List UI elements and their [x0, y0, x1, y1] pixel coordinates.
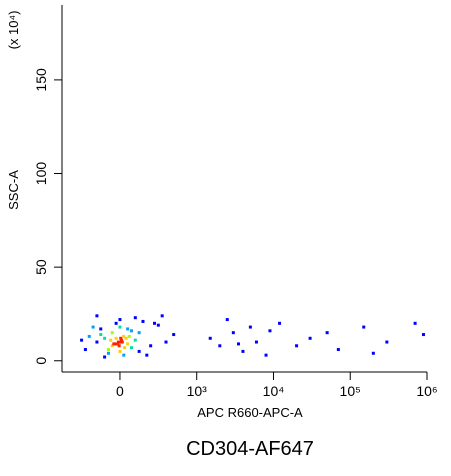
y-tick-label: 100 [33, 162, 49, 186]
event-point [129, 346, 133, 350]
event-point [160, 314, 164, 318]
event-point [119, 338, 123, 342]
y-axis-label: SSC-A [6, 170, 21, 210]
event-point [156, 323, 160, 327]
event-point [137, 349, 141, 353]
y-tick-label: 0 [33, 357, 49, 365]
event-point [103, 355, 107, 359]
y-tick-label: 150 [33, 68, 49, 92]
event-point [137, 331, 141, 335]
event-point [116, 340, 120, 344]
event-point [126, 327, 130, 331]
event-point [208, 336, 212, 340]
y-tick-label: 50 [33, 259, 49, 275]
event-point [124, 336, 128, 340]
event-point [113, 342, 117, 346]
event-point [236, 342, 240, 346]
event-point [371, 351, 375, 355]
event-point [118, 325, 122, 329]
event-point [231, 331, 235, 335]
event-point [152, 321, 156, 325]
event-point [123, 346, 127, 350]
event-point [127, 334, 131, 338]
event-point [95, 314, 99, 318]
event-point [164, 340, 168, 344]
event-point [109, 338, 113, 342]
event-point [133, 338, 137, 342]
event-point [278, 321, 282, 325]
event-point [145, 353, 149, 357]
event-point [268, 329, 272, 333]
event-point [103, 336, 107, 340]
event-point [114, 321, 118, 325]
event-point [119, 336, 123, 340]
event-point [172, 333, 176, 337]
event-point [421, 333, 425, 337]
event-point [106, 351, 110, 355]
event-point [106, 348, 110, 352]
x-tick-label: 10⁵ [340, 383, 361, 399]
event-point [99, 333, 103, 337]
event-point [122, 334, 126, 338]
event-point [141, 319, 145, 323]
x-tick-label: 0 [116, 383, 124, 399]
event-point [87, 334, 91, 338]
event-point [95, 340, 99, 344]
event-point [118, 340, 122, 344]
event-point [308, 336, 312, 340]
event-point [218, 344, 222, 348]
event-point [122, 353, 126, 357]
event-point [336, 348, 340, 352]
event-point [385, 340, 389, 344]
event-point [91, 325, 95, 329]
event-point [99, 327, 103, 331]
x-tick-label: 10⁴ [263, 383, 285, 399]
event-point [116, 342, 120, 346]
event-point [413, 321, 417, 325]
event-point [118, 318, 122, 322]
event-point [117, 344, 121, 348]
event-point [325, 331, 329, 335]
event-point [110, 331, 114, 335]
chart-title: CD304-AF647 [186, 438, 314, 460]
event-point [248, 325, 252, 329]
event-point [118, 349, 122, 353]
x-tick-label: 10⁶ [416, 383, 437, 399]
event-point [225, 318, 229, 322]
event-point [80, 338, 84, 342]
x-axis-label: APC R660-APC-A [197, 405, 303, 420]
event-point [126, 342, 130, 346]
event-point [133, 316, 137, 320]
event-point [114, 336, 118, 340]
event-point [83, 348, 87, 352]
event-point [112, 342, 116, 346]
event-point [254, 340, 258, 344]
event-point [129, 329, 133, 333]
y-axis-unit: (x 10⁴) [6, 11, 21, 50]
event-point [149, 344, 153, 348]
event-point [362, 325, 366, 329]
event-point [120, 340, 124, 344]
event-point [110, 344, 114, 348]
x-tick-label: 10³ [187, 383, 208, 399]
event-point [295, 344, 299, 348]
event-point [241, 349, 245, 353]
event-point [264, 353, 268, 357]
